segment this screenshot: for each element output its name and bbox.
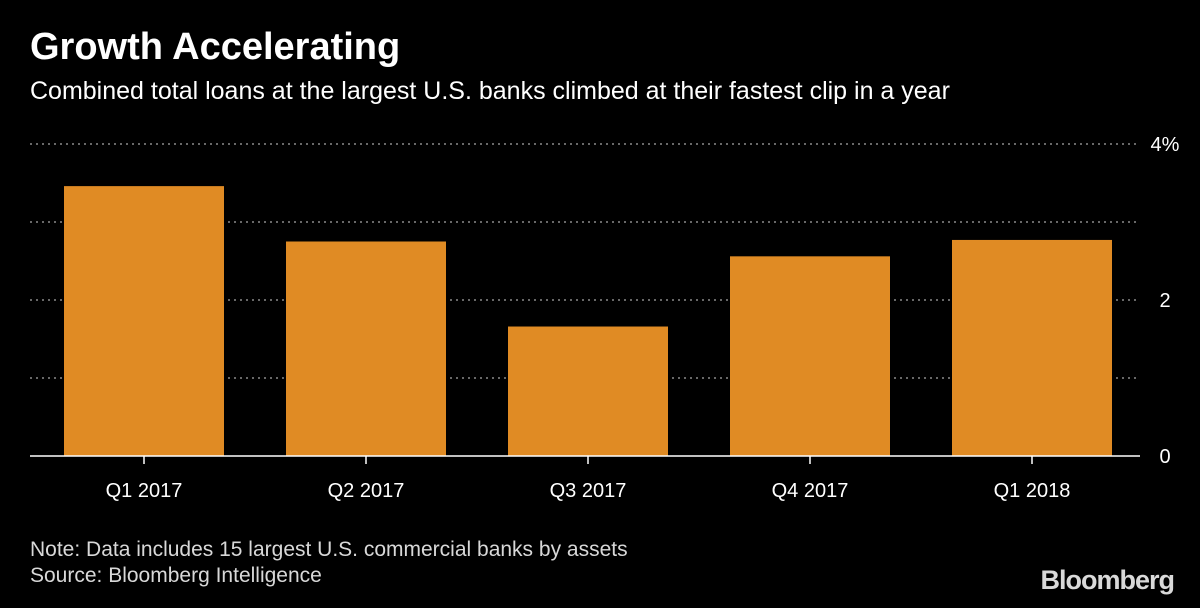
bar-chart: 0 2 4% Q1 2017 Q2 2017 Q3 2017 Q4 2017 Q1 2018 — [30, 134, 1180, 502]
bar — [64, 186, 224, 456]
chart-title: Growth Accelerating — [30, 26, 401, 68]
x-tick-label: Q1 2018 — [994, 480, 1071, 502]
y-tick-label: 2 — [1159, 290, 1170, 312]
chart-note: Note: Data includes 15 largest U.S. comm… — [30, 538, 628, 561]
x-tick-label: Q2 2017 — [328, 480, 405, 502]
chart-subtitle: Combined total loans at the largest U.S.… — [30, 77, 950, 105]
bar — [508, 326, 668, 456]
y-tick-label: 4% — [1151, 134, 1180, 156]
bloomberg-logo: Bloomberg — [1040, 565, 1175, 595]
bar — [286, 241, 446, 456]
x-tick-label: Q4 2017 — [772, 480, 849, 502]
x-tick-label: Q3 2017 — [550, 480, 627, 502]
y-tick-label: 0 — [1159, 446, 1170, 468]
chart-source: Source: Bloomberg Intelligence — [30, 564, 322, 587]
x-tick-label: Q1 2017 — [106, 480, 183, 502]
bar — [952, 239, 1112, 456]
bar — [730, 256, 890, 456]
